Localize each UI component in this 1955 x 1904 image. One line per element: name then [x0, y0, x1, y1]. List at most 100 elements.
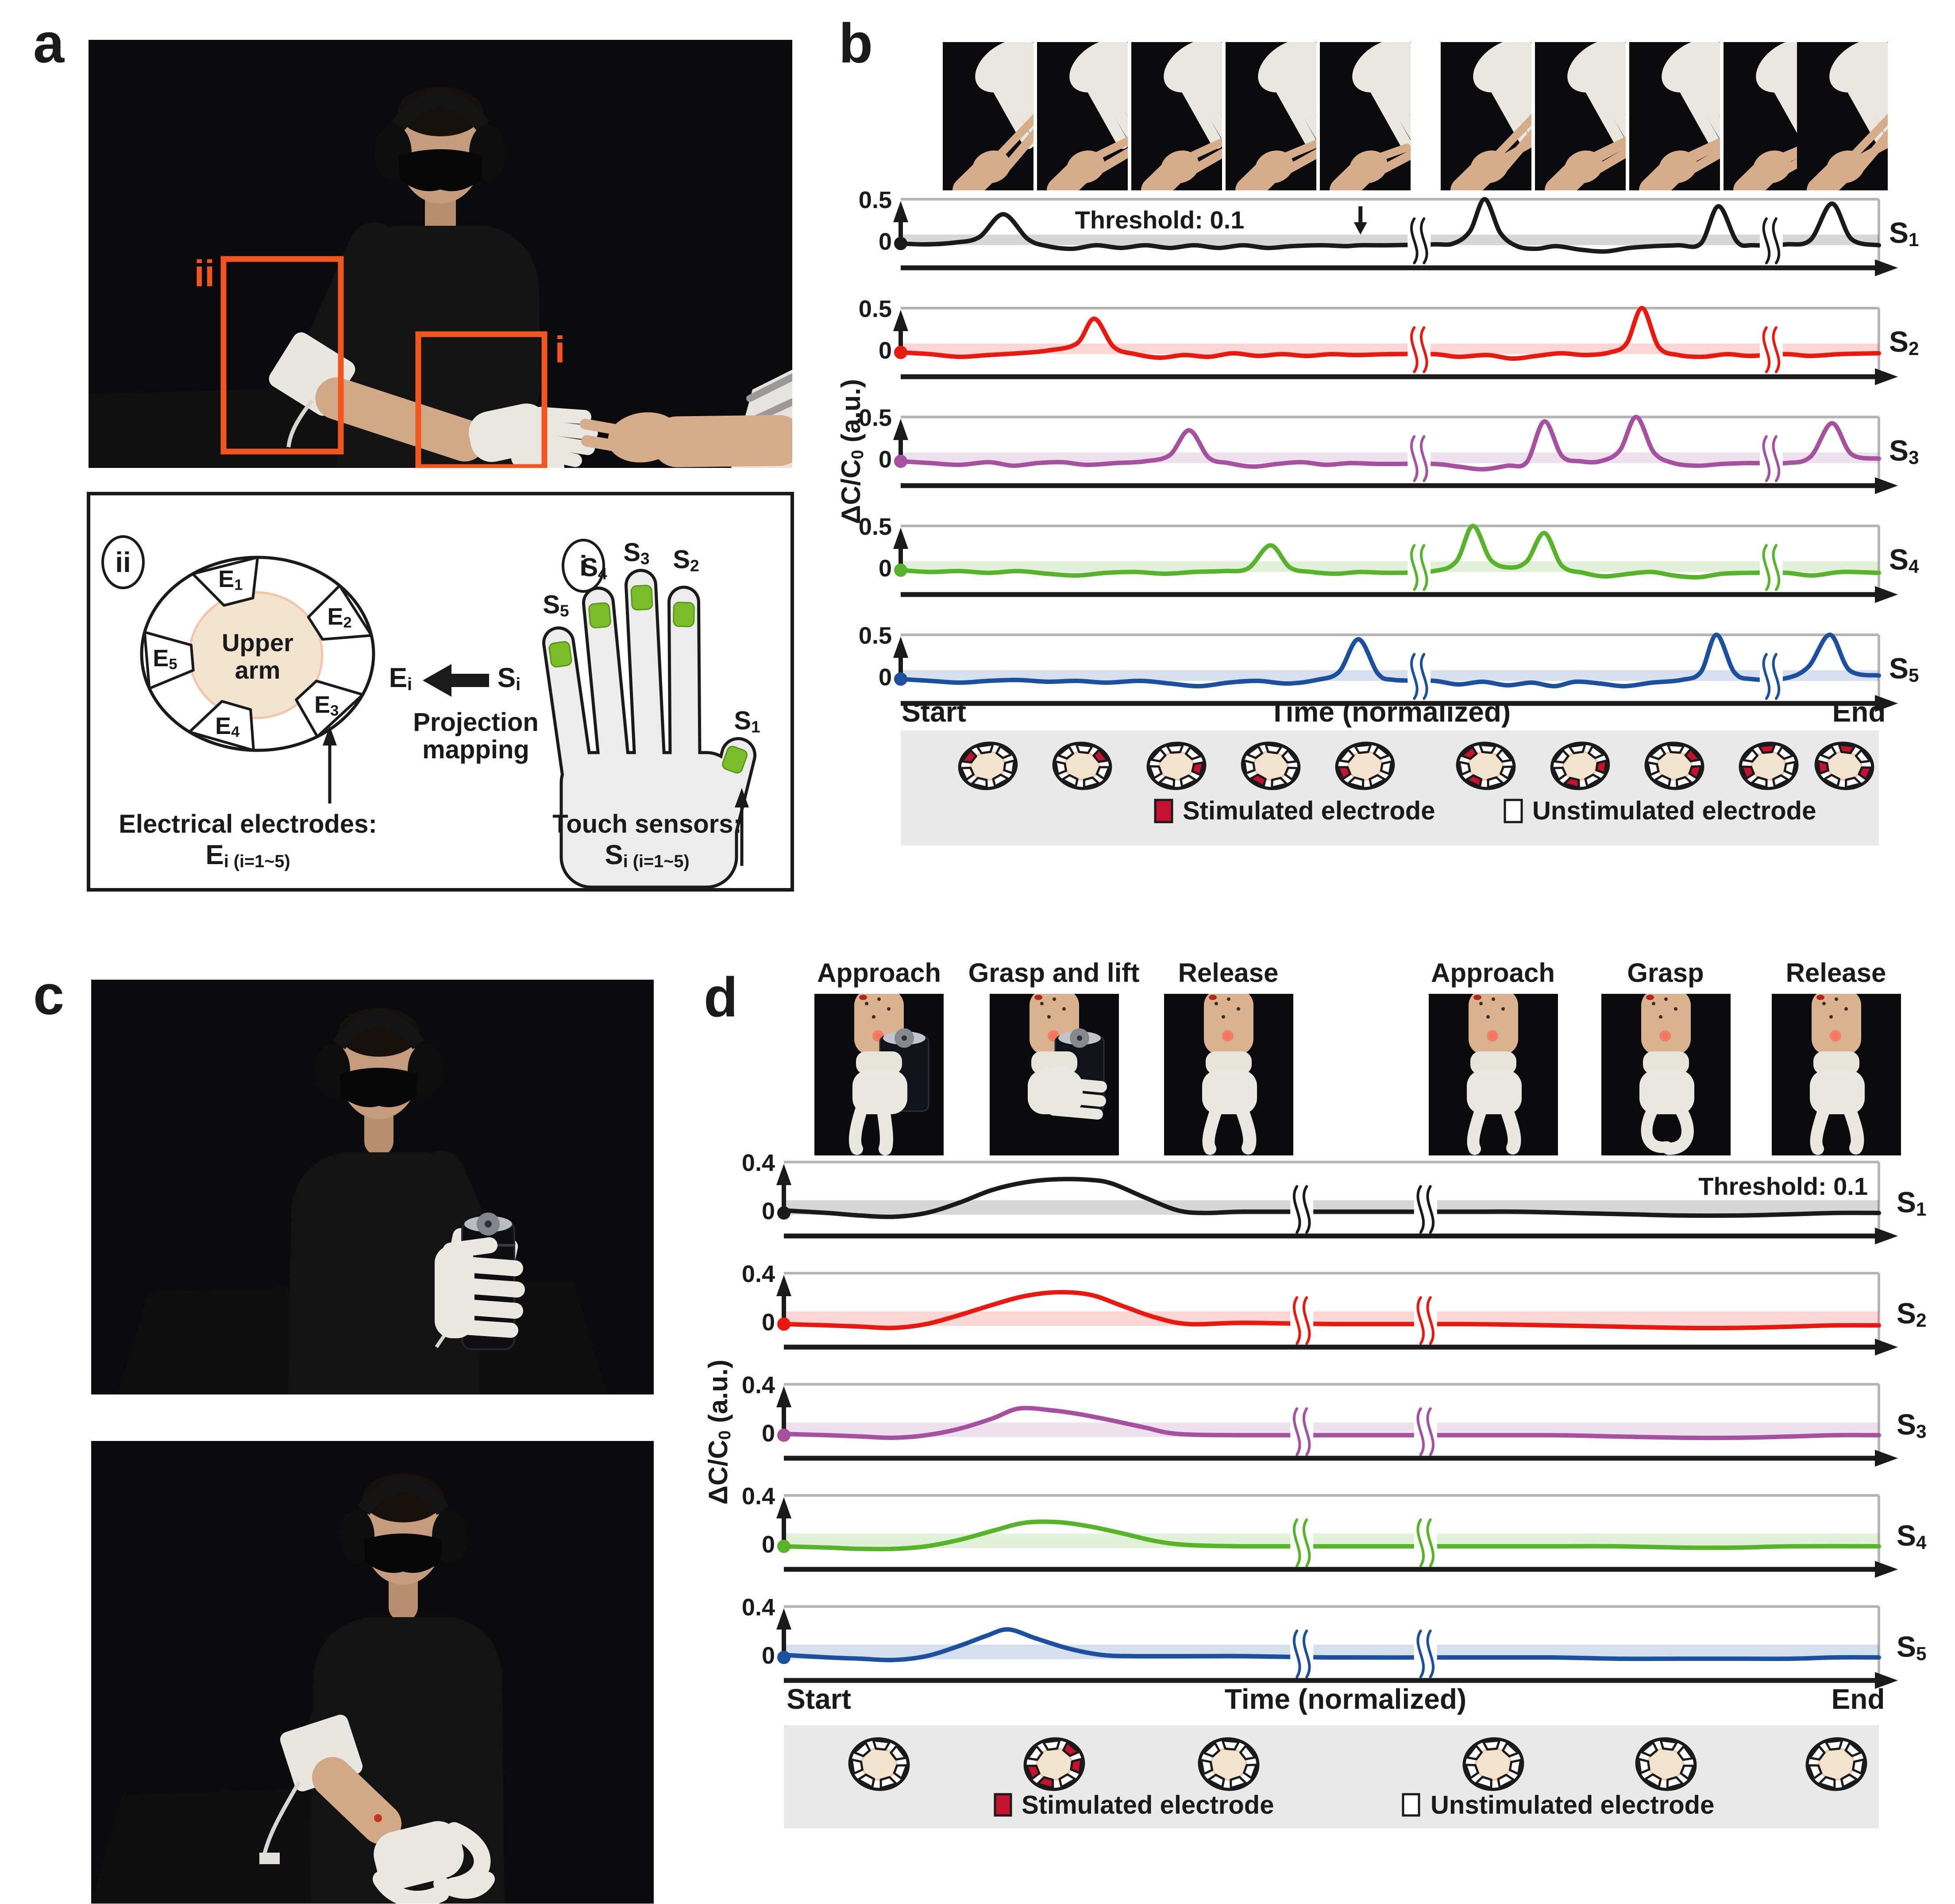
- prosthetic-wrist: [1470, 1051, 1516, 1074]
- photo-touch-trial-2: [1037, 42, 1128, 190]
- series-curve: [898, 306, 1881, 361]
- stimulated-electrode-patch: [1740, 765, 1755, 780]
- axis-break-mark: [1416, 1407, 1425, 1456]
- unstimulated-electrode-patch: [1677, 1745, 1694, 1761]
- unstimulated-electrode-patch: [1061, 774, 1079, 788]
- y-axis-arrowhead: [776, 1164, 791, 1185]
- roi-box-i: [415, 331, 548, 468]
- stimulated-electrode-patch: [1465, 774, 1483, 788]
- stimulated-electrode-patch: [1758, 743, 1776, 754]
- axis-break-mark: [1293, 1296, 1301, 1345]
- x-axis-arrowhead: [1875, 368, 1898, 385]
- unstimulated-electrode-patch: [1465, 1744, 1483, 1761]
- axis-break-mark: [1762, 435, 1771, 482]
- electrode-patch: [191, 556, 259, 607]
- touch-sensor: [630, 584, 653, 611]
- unstimulated-electrode-patch: [1497, 1773, 1515, 1788]
- touch-sensor: [673, 602, 695, 627]
- electrode-ring: [958, 742, 1018, 790]
- stimulated-electrode-patch: [1563, 776, 1580, 789]
- residual-forearm: [1641, 994, 1691, 1055]
- origin-dot: [894, 564, 907, 577]
- prosthetic-wrist: [856, 1051, 902, 1074]
- unstimulated-electrode-patch: [1502, 1742, 1519, 1757]
- unstimulated-electrode-patch: [1347, 776, 1365, 789]
- stimulated-electrode-patch: [1838, 743, 1856, 754]
- unstimulated-electrode-patch: [1588, 745, 1605, 759]
- stimulated-electrode-patch: [1816, 760, 1829, 775]
- badge-ii-circle: [101, 535, 145, 589]
- unstimulated-electrode-patch: [1482, 1739, 1501, 1751]
- touch-sensor: [588, 602, 611, 629]
- x-axis-arrowhead: [1875, 1450, 1898, 1467]
- unstimulated-electrode-patch: [1680, 1765, 1695, 1780]
- unstimulated-electrode-patch: [1373, 745, 1390, 760]
- origin-dot: [894, 672, 907, 686]
- roi-box-ii: [220, 256, 344, 455]
- unstimulated-electrode-patch: [1353, 743, 1372, 754]
- unstimulated-electrode-patch: [1659, 1739, 1678, 1751]
- electrode-ring: [1739, 742, 1799, 790]
- photo-grasp-phase-2: [990, 994, 1119, 1155]
- unstimulated-electrode-patch: [1852, 1758, 1865, 1775]
- prosthetic-wrist: [1206, 1051, 1252, 1074]
- unstimulated-electrode-patch: [1221, 1739, 1240, 1751]
- headphones-band: [391, 92, 490, 131]
- origin-dot: [777, 1651, 790, 1664]
- unstimulated-electrode-patch: [1568, 743, 1586, 754]
- stimulated-electrode-patch: [1026, 1765, 1041, 1780]
- unstimulated-electrode-patch: [1338, 749, 1355, 763]
- axis-break-mark: [1410, 217, 1419, 264]
- electrode-ring: [1241, 742, 1301, 790]
- stimulated-electrode-patch: [1036, 1776, 1054, 1789]
- electrode-ring: [1644, 742, 1704, 790]
- stimulated-electrode-patch: [1688, 765, 1703, 780]
- photo-touch-trial-8: [1629, 42, 1720, 190]
- electrode-patch: [188, 700, 255, 752]
- unstimulated-electrode-patch: [1058, 1773, 1076, 1788]
- axis-break-mark: [1762, 217, 1771, 264]
- axis-break-mark: [1303, 1407, 1311, 1456]
- unstimulated-electrode-patch: [1840, 1773, 1859, 1788]
- prosthetic-hand: [852, 1070, 907, 1114]
- stimulated-electrode-patch: [1595, 759, 1608, 775]
- electrode-wires: [286, 399, 314, 448]
- unstimulated-electrode-patch: [1281, 749, 1298, 764]
- unstimulated-electrode-patch: [1203, 1742, 1220, 1757]
- unstimulated-electrode-patch: [1772, 774, 1789, 788]
- stimulated-electrode-patch: [961, 749, 977, 764]
- axis-break-mark: [1772, 653, 1781, 700]
- unstimulated-electrode-patch: [1823, 774, 1841, 788]
- electrode-ring: [1814, 742, 1874, 790]
- axis-break-mark: [1772, 435, 1781, 482]
- unstimulated-electrode-patch: [1148, 765, 1163, 780]
- axis-break-mark: [1416, 1630, 1425, 1678]
- y-axis-arrowhead: [776, 1608, 791, 1630]
- unstimulated-electrode-patch: [1243, 759, 1256, 775]
- prosthetic-hand: [1810, 1070, 1865, 1114]
- electrode-ring: [848, 1737, 910, 1791]
- unstimulated-electrode-patch: [1200, 1759, 1214, 1775]
- touch-sensor: [548, 641, 572, 668]
- indicator-dot: [374, 1814, 382, 1822]
- unstimulated-electrode-patch: [1271, 776, 1288, 789]
- unstimulated-electrode-patch: [1644, 1773, 1662, 1788]
- unstimulated-electrode-patch: [1369, 774, 1386, 788]
- stimulated-electrode-patch: [1249, 773, 1267, 788]
- stimulated-swatch: [994, 1793, 1012, 1817]
- unstimulated-electrode-patch: [1552, 766, 1567, 781]
- unstimulated-electrode-patch: [1075, 743, 1094, 754]
- unstimulated-electrode-patch: [1818, 1776, 1836, 1789]
- unstimulated-electrode-patch: [1640, 1741, 1658, 1757]
- unstimulated-electrode-patch: [1742, 748, 1759, 763]
- x-axis-arrowhead: [1875, 1228, 1898, 1244]
- electrode-ring: [1146, 742, 1207, 790]
- electrode-ring: [1023, 1737, 1085, 1791]
- x-axis-arrowhead: [1875, 1339, 1898, 1356]
- left-arrow-icon: [423, 664, 489, 697]
- unstimulated-electrode-patch: [853, 1742, 871, 1757]
- unstimulated-electrode-patch: [1149, 748, 1167, 763]
- unstimulated-swatch: [1402, 1793, 1420, 1817]
- headphones-band: [357, 1476, 449, 1515]
- touch-sensor: [722, 745, 748, 774]
